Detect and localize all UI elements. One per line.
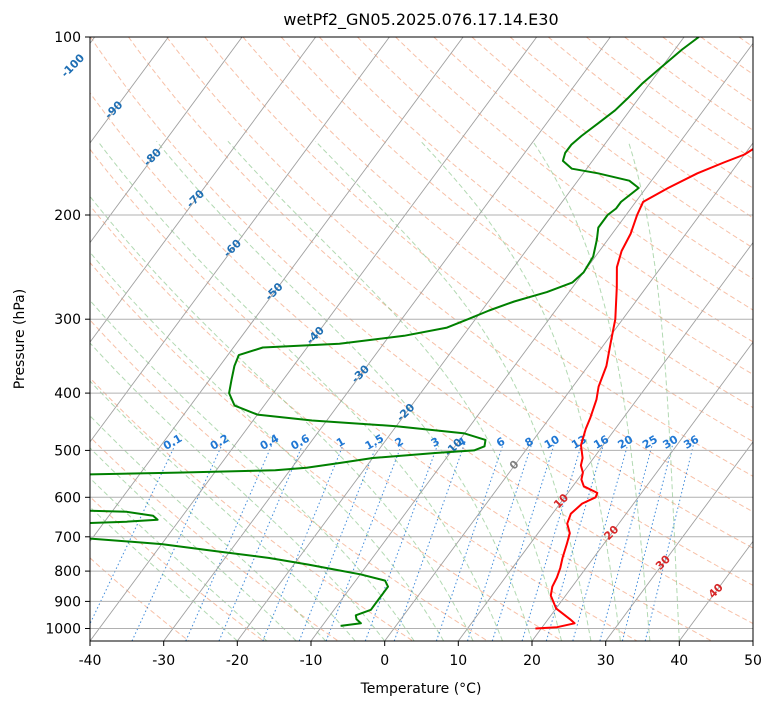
dry-adiabat-line bbox=[90, 261, 563, 641]
x-axis-label: Temperature (°C) bbox=[360, 681, 482, 697]
isotherm-label: -100 bbox=[59, 51, 88, 80]
dry-adiabat-line bbox=[128, 37, 753, 549]
x-tick-label: -30 bbox=[152, 653, 175, 669]
isotherm-line bbox=[90, 37, 390, 443]
x-tick-label: 10 bbox=[449, 653, 467, 669]
chart-title: wetPf2_GN05.2025.076.17.14.E30 bbox=[283, 10, 558, 30]
dry-adiabat-line bbox=[357, 37, 753, 343]
mixing-ratio-line bbox=[435, 445, 504, 641]
mixing-ratio-line bbox=[393, 445, 465, 641]
dry-adiabat-line bbox=[90, 319, 488, 641]
x-tick-label: 50 bbox=[744, 653, 762, 669]
y-tick-label: 900 bbox=[54, 594, 81, 610]
temperature-profile-line bbox=[535, 147, 753, 630]
y-tick-label: 500 bbox=[54, 443, 81, 459]
isotherm-line bbox=[90, 37, 464, 543]
dry-adiabat-line bbox=[90, 148, 712, 641]
dry-adiabat-line bbox=[318, 37, 753, 375]
dry-adiabat-line bbox=[586, 37, 753, 160]
isotherm-line bbox=[752, 640, 753, 641]
isotherm-line bbox=[531, 341, 753, 641]
y-tick-label: 300 bbox=[54, 312, 81, 328]
pressure-gridlines bbox=[90, 37, 753, 629]
dry-adiabat-line bbox=[166, 37, 753, 513]
x-tick-label: -20 bbox=[226, 653, 249, 669]
mixing-ratio-line bbox=[262, 445, 344, 641]
mixing-ratio-line bbox=[599, 445, 653, 641]
isotherm-line bbox=[90, 37, 317, 343]
x-tick-label: 40 bbox=[670, 653, 688, 669]
y-tick-label: 400 bbox=[54, 386, 81, 402]
plot-frame bbox=[89, 36, 754, 642]
isotherm-line bbox=[605, 441, 753, 641]
isotherms bbox=[90, 37, 753, 641]
mixing-ratio-line bbox=[572, 445, 628, 641]
isotherm-line bbox=[90, 37, 243, 244]
y-tick-label: 200 bbox=[54, 208, 81, 224]
dry-adiabat-line bbox=[90, 377, 414, 641]
mixing-ratio-line bbox=[90, 444, 176, 625]
mixing-ratio-line bbox=[364, 445, 438, 641]
y-axis-label: Pressure (hPa) bbox=[12, 289, 28, 389]
dry-adiabat-line bbox=[242, 37, 753, 443]
dry-adiabat-line bbox=[90, 204, 638, 641]
x-tick-label: -10 bbox=[300, 653, 323, 669]
dry-adiabat-line bbox=[433, 37, 753, 280]
y-tick-label: 700 bbox=[54, 530, 81, 546]
profile-series bbox=[90, 37, 753, 630]
isotherm-line bbox=[457, 241, 753, 641]
dry-adiabat-line bbox=[90, 92, 753, 625]
mixing-ratio-line bbox=[621, 445, 673, 641]
isotherm-line bbox=[310, 42, 753, 641]
isotherm-line bbox=[163, 37, 611, 641]
dry-adiabat-line bbox=[547, 37, 753, 189]
x-tick-label: 20 bbox=[523, 653, 541, 669]
plot-background bbox=[90, 37, 753, 641]
y-tick-label: 100 bbox=[54, 30, 81, 46]
x-tick-label: -40 bbox=[79, 653, 102, 669]
mixing-ratio-line bbox=[298, 445, 378, 641]
isotherm-line bbox=[384, 142, 753, 641]
mixing-ratio-line bbox=[325, 445, 402, 641]
mixing-ratio-line bbox=[218, 445, 303, 641]
y-tick-label: 1000 bbox=[45, 622, 81, 638]
x-tick-label: 0 bbox=[380, 653, 389, 669]
dry-adiabat-line bbox=[509, 37, 753, 219]
mixing-ratio-line bbox=[644, 445, 694, 641]
y-tick-label: 600 bbox=[54, 490, 81, 506]
mixing-ratio-lines bbox=[90, 444, 694, 641]
dewpoint-profile-line bbox=[90, 37, 700, 627]
isotherm-line bbox=[90, 37, 538, 641]
y-tick-label: 800 bbox=[54, 564, 81, 580]
x-tick-label: 30 bbox=[597, 653, 615, 669]
isotherm-line bbox=[90, 37, 169, 144]
isotherm-line bbox=[236, 37, 685, 641]
